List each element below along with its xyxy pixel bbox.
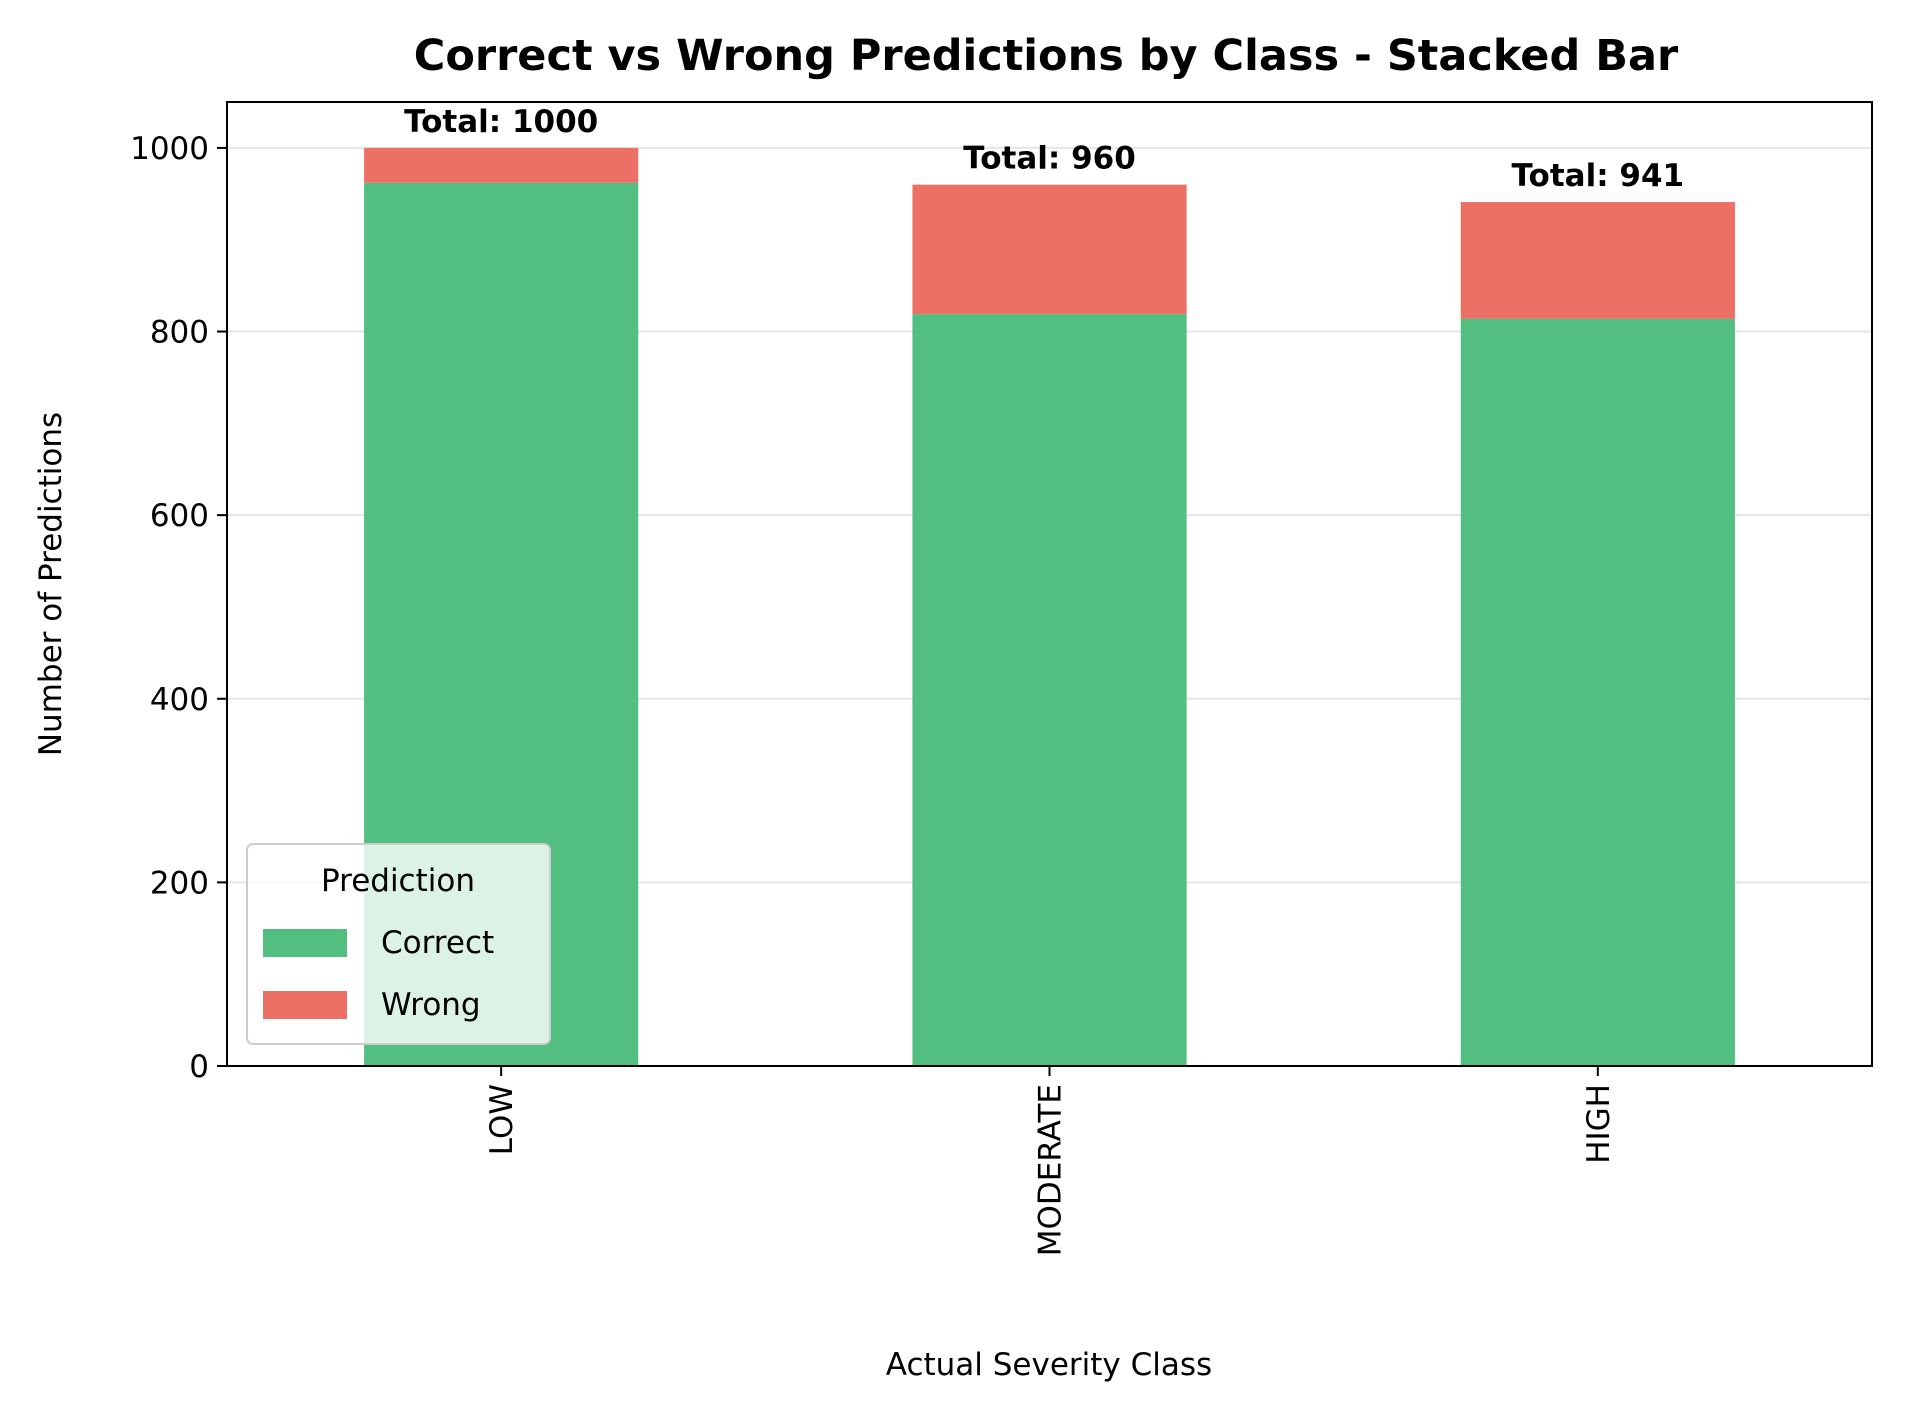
y-tick-label: 800 bbox=[150, 315, 209, 351]
legend-label-wrong: Wrong bbox=[381, 987, 481, 1023]
total-label-low: Total: 1000 bbox=[404, 104, 598, 140]
y-tick-label: 400 bbox=[150, 682, 209, 718]
x-axis: LOW MODERATE HIGH bbox=[484, 1066, 1617, 1256]
total-labels: Total: 1000 Total: 960 Total: 941 bbox=[404, 104, 1684, 194]
legend-label-correct: Correct bbox=[381, 925, 494, 961]
y-axis-label: Number of Predictions bbox=[33, 412, 69, 756]
legend-swatch-correct bbox=[263, 929, 347, 957]
total-label-high: Total: 941 bbox=[1512, 158, 1685, 194]
total-label-moderate: Total: 960 bbox=[963, 141, 1136, 177]
legend-title: Prediction bbox=[321, 863, 475, 899]
bar-wrong-moderate bbox=[912, 184, 1187, 315]
x-tick-label-low: LOW bbox=[484, 1084, 520, 1155]
legend: Prediction Correct Wrong bbox=[246, 843, 551, 1045]
x-tick-label-high: HIGH bbox=[1581, 1084, 1617, 1164]
x-axis-label: Actual Severity Class bbox=[886, 1347, 1212, 1383]
bar-wrong-low bbox=[364, 147, 639, 183]
x-tick-label-moderate: MODERATE bbox=[1033, 1084, 1069, 1256]
bar-correct-high bbox=[1460, 318, 1735, 1066]
y-axis: 0 200 400 600 800 1000 bbox=[130, 131, 227, 1085]
legend-swatch-wrong bbox=[263, 991, 347, 1019]
y-tick-label: 0 bbox=[189, 1049, 209, 1085]
y-tick-label: 600 bbox=[150, 498, 209, 534]
chart-title: Correct vs Wrong Predictions by Class - … bbox=[414, 31, 1679, 81]
bars bbox=[364, 147, 1735, 1067]
y-tick-label: 1000 bbox=[130, 131, 209, 167]
bar-correct-moderate bbox=[912, 314, 1187, 1067]
y-tick-label: 200 bbox=[150, 865, 209, 901]
bar-wrong-high bbox=[1460, 202, 1735, 319]
